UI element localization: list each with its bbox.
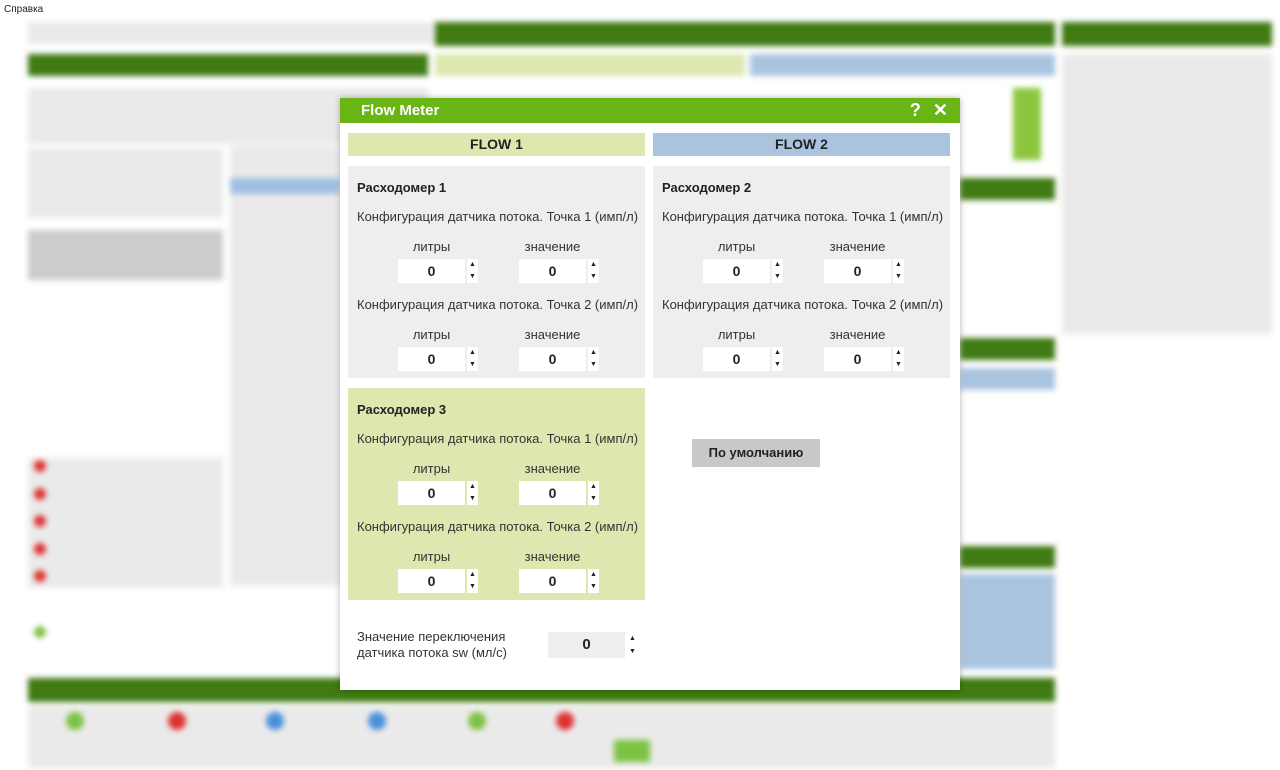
spin-up-icon[interactable]: ▲ (629, 635, 636, 642)
point1-value-input[interactable]: 0 (519, 259, 586, 283)
menu-help[interactable]: Справка (4, 4, 44, 15)
blurred-background-app (0, 18, 1280, 770)
spin-down-icon[interactable]: ▼ (629, 648, 636, 655)
spin-down-icon[interactable]: ▼ (895, 361, 902, 368)
spin-down-icon[interactable]: ▼ (895, 273, 902, 280)
spin-up-icon[interactable]: ▲ (469, 483, 476, 490)
dialog-title: Flow Meter (340, 98, 960, 123)
point1-liters-spinner[interactable]: ▲ ▼ (467, 259, 478, 283)
point2-liters-input[interactable]: 0 (398, 347, 465, 371)
switch-label-line2: датчика потока sw (мл/с) (357, 645, 507, 660)
meter-title: Расходомер 2 (662, 180, 752, 195)
spin-up-icon[interactable]: ▲ (895, 349, 902, 356)
switch-value-input[interactable]: 0 (548, 632, 625, 658)
point1-value-spinner[interactable]: ▲ ▼ (588, 259, 599, 283)
point1-value-input[interactable]: 0 (824, 259, 891, 283)
point2-label: Конфигурация датчика потока. Точка 2 (им… (662, 297, 944, 312)
spin-down-icon[interactable]: ▼ (469, 273, 476, 280)
spin-up-icon[interactable]: ▲ (590, 261, 597, 268)
liters-label: литры (412, 239, 451, 254)
point1-liters-input[interactable]: 0 (398, 481, 465, 505)
close-icon[interactable]: ✕ (932, 100, 948, 120)
flow-meter-panel-2: Расходомер 2 Конфигурация датчика потока… (653, 166, 950, 378)
point1-value-spinner[interactable]: ▲ ▼ (893, 259, 904, 283)
flow-meter-dialog: Flow Meter ? ✕ FLOW 1 FLOW 2 Расходомер … (340, 98, 960, 690)
point1-liters-spinner[interactable]: ▲ ▼ (772, 259, 783, 283)
value-label: значение (524, 239, 581, 254)
point2-label: Конфигурация датчика потока. Точка 2 (им… (357, 297, 639, 312)
point1-label: Конфигурация датчика потока. Точка 1 (им… (357, 209, 639, 224)
point1-liters-spinner[interactable]: ▲ ▼ (467, 481, 478, 505)
spin-up-icon[interactable]: ▲ (469, 349, 476, 356)
spin-up-icon[interactable]: ▲ (774, 261, 781, 268)
help-icon[interactable]: ? (909, 100, 921, 120)
flow2-header: FLOW 2 (653, 133, 950, 156)
spin-up-icon[interactable]: ▲ (590, 571, 597, 578)
point2-value-spinner[interactable]: ▲ ▼ (893, 347, 904, 371)
spin-up-icon[interactable]: ▲ (469, 261, 476, 268)
default-button[interactable]: По умолчанию (692, 439, 820, 467)
point1-liters-input[interactable]: 0 (398, 259, 465, 283)
liters-label: литры (412, 461, 451, 476)
meter-title: Расходомер 3 (357, 402, 447, 417)
point2-liters-spinner[interactable]: ▲ ▼ (467, 569, 478, 593)
point2-liters-spinner[interactable]: ▲ ▼ (467, 347, 478, 371)
spin-down-icon[interactable]: ▼ (590, 273, 597, 280)
point1-liters-input[interactable]: 0 (703, 259, 770, 283)
spin-down-icon[interactable]: ▼ (774, 273, 781, 280)
point2-value-input[interactable]: 0 (519, 569, 586, 593)
spin-down-icon[interactable]: ▼ (590, 361, 597, 368)
spin-down-icon[interactable]: ▼ (590, 495, 597, 502)
point2-value-input[interactable]: 0 (519, 347, 586, 371)
value-label: значение (829, 239, 886, 254)
spin-down-icon[interactable]: ▼ (469, 583, 476, 590)
point1-label: Конфигурация датчика потока. Точка 1 (им… (662, 209, 944, 224)
point2-label: Конфигурация датчика потока. Точка 2 (им… (357, 519, 639, 534)
point2-liters-input[interactable]: 0 (398, 569, 465, 593)
liters-label: литры (412, 327, 451, 342)
spin-down-icon[interactable]: ▼ (469, 361, 476, 368)
flow-meter-panel-1: Расходомер 1 Конфигурация датчика потока… (348, 166, 645, 378)
point2-value-spinner[interactable]: ▲ ▼ (588, 569, 599, 593)
value-label: значение (524, 327, 581, 342)
point2-liters-spinner[interactable]: ▲ ▼ (772, 347, 783, 371)
spin-up-icon[interactable]: ▲ (469, 571, 476, 578)
switch-value-spinner[interactable]: ▲ ▼ (627, 632, 638, 658)
spin-down-icon[interactable]: ▼ (774, 361, 781, 368)
spin-up-icon[interactable]: ▲ (590, 349, 597, 356)
spin-up-icon[interactable]: ▲ (895, 261, 902, 268)
value-label: значение (524, 549, 581, 564)
liters-label: литры (717, 327, 756, 342)
spin-up-icon[interactable]: ▲ (774, 349, 781, 356)
spin-down-icon[interactable]: ▼ (590, 583, 597, 590)
value-label: значение (524, 461, 581, 476)
point1-value-spinner[interactable]: ▲ ▼ (588, 481, 599, 505)
switch-value-label: Значение переключения датчика потока sw … (357, 629, 507, 661)
flow-meter-panel-3: Расходомер 3 Конфигурация датчика потока… (348, 388, 645, 600)
switch-label-line1: Значение переключения (357, 629, 506, 644)
spin-up-icon[interactable]: ▲ (590, 483, 597, 490)
point2-value-input[interactable]: 0 (824, 347, 891, 371)
value-label: значение (829, 327, 886, 342)
spin-down-icon[interactable]: ▼ (469, 495, 476, 502)
meter-title: Расходомер 1 (357, 180, 447, 195)
flow1-header: FLOW 1 (348, 133, 645, 156)
point1-label: Конфигурация датчика потока. Точка 1 (им… (357, 431, 639, 446)
point2-liters-input[interactable]: 0 (703, 347, 770, 371)
liters-label: литры (412, 549, 451, 564)
point1-value-input[interactable]: 0 (519, 481, 586, 505)
liters-label: литры (717, 239, 756, 254)
point2-value-spinner[interactable]: ▲ ▼ (588, 347, 599, 371)
